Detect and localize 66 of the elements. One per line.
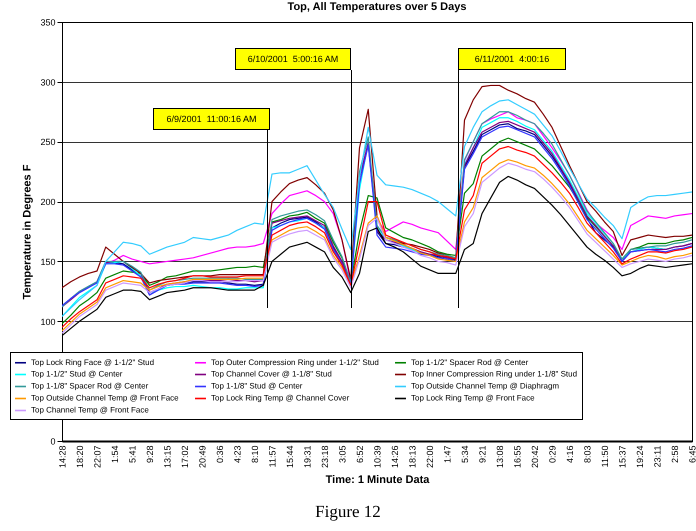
legend-label: Top Inner Compression Ring under 1-1/8" Stud [411, 370, 578, 378]
y-tick-label: 300 [40, 77, 56, 88]
y-tick-label: 200 [40, 197, 56, 208]
x-tick-label: 23:11 [652, 446, 662, 468]
callout-box: 6/9/2001 11:00:16 AM [153, 108, 270, 308]
x-tick-label: 1:47 [442, 446, 452, 464]
x-tick-label: 11:57 [268, 446, 278, 468]
x-tick-label: 5:41 [128, 446, 138, 464]
x-tick-label: 0:36 [215, 446, 225, 464]
annotation: 6/11/2001 4:00:16 [458, 48, 566, 70]
x-tick-label: 23:18 [320, 446, 330, 468]
y-tick-label: 350 [40, 18, 56, 28]
x-tick-label: 2:58 [670, 446, 680, 464]
legend-label: Top Lock Ring Temp @ Front Face [411, 394, 536, 402]
legend-label: Top Outer Compression Ring under 1-1/2" Stud [211, 358, 379, 367]
x-tick-label: 19:24 [635, 446, 645, 468]
x-tick-label: 18:20 [75, 446, 85, 468]
x-tick-label: 0:29 [548, 446, 558, 464]
annotation: 6/9/2001 11:00:16 AM [153, 108, 270, 130]
x-tick-label: 4:23 [232, 446, 242, 464]
x-axis-title: Time: 1 Minute Data [326, 474, 430, 486]
caption: Figure 12 [314, 502, 382, 522]
x-tick-label: 16:55 [512, 446, 522, 468]
x-tick-label: 3:05 [338, 446, 348, 464]
x-tick-label: 19:31 [302, 446, 312, 468]
x-tick-label: 9:21 [478, 446, 488, 464]
x-tick-label: 14:28 [58, 446, 68, 468]
legend-label: Top 1-1/2" Spacer Rod @ Center [411, 358, 529, 367]
legend-label: Top Channel Temp @ Front Face [31, 406, 150, 414]
x-tick-label: 13:15 [162, 446, 172, 468]
chart-title: Top, All Temperatures over 5 Days [288, 1, 466, 13]
y-tick-label: 100 [40, 316, 56, 327]
x-tick-label: 15:44 [285, 446, 295, 468]
y-axis-title: Temperature in Degrees F [21, 164, 34, 300]
x-tick-label: 4:16 [565, 446, 575, 464]
legend-label: Top Lock Ring Temp @ Channel Cover [211, 394, 350, 402]
x-tick-label: 6:45 [688, 446, 696, 464]
y-tick-label: 0 [50, 436, 56, 446]
x-tick-label: 11:50 [600, 446, 610, 468]
legend-label: Top 1-1/8" Spacer Rod @ Center [31, 382, 149, 390]
x-tick-label: 22:00 [425, 446, 435, 468]
x-tick-label: 20:42 [530, 446, 540, 468]
x-tick-label: 14:26 [390, 446, 400, 468]
y-tick-label: 250 [40, 137, 56, 148]
y-tick-label: 150 [40, 256, 56, 267]
x-tick-label: 9:28 [145, 446, 155, 464]
legend-label: Top Channel Cover @ 1-1/8" Stud [211, 370, 332, 378]
legend-label: Top 1-1/8" Stud @ Center [211, 382, 303, 390]
legend-label: Top 1-1/2" Stud @ Center [31, 370, 123, 378]
x-tick-label: 13:08 [495, 446, 505, 468]
x-tick-label: 5:34 [460, 446, 470, 464]
x-tick-label: 17:02 [180, 446, 190, 468]
legend-label: Top Outside Channel Temp @ Front Face [31, 394, 180, 402]
x-tick-label: 18:13 [408, 446, 418, 468]
x-tick-label: 20:49 [198, 446, 208, 468]
x-tick-label: 22:07 [92, 446, 102, 468]
x-tick-label: 15:37 [618, 446, 628, 468]
annotation: 6/10/2001 5:00:16 AM [235, 48, 351, 70]
x-tick-label: 1:54 [110, 446, 120, 464]
callout-box: 6/11/2001 4:00:16 [458, 48, 566, 308]
legend-label: Top Outside Channel Temp @ Diaphragm [411, 382, 560, 390]
x-tick-label: 8:10 [250, 446, 260, 464]
x-tick-label: 6:52 [355, 446, 365, 464]
x-tick-label: 10:39 [372, 446, 382, 468]
legend-label: Top Lock Ring Face @ 1-1/2" Stud [31, 358, 154, 367]
x-tick-label: 8:03 [582, 446, 592, 464]
